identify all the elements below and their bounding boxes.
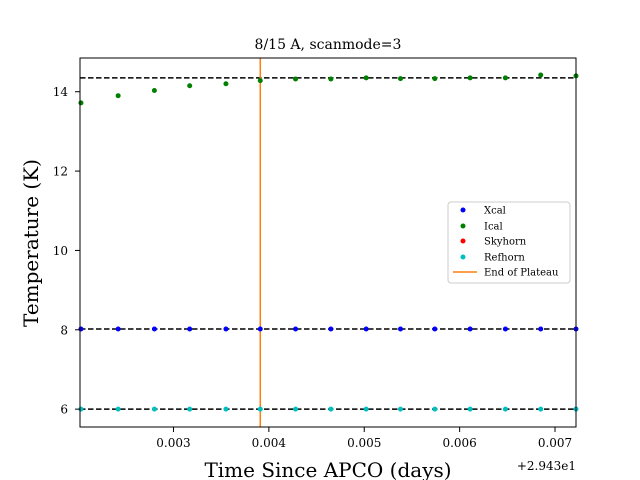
point-refhorn-1 xyxy=(115,406,121,412)
point-refhorn-7 xyxy=(328,406,334,412)
point-xcal-3 xyxy=(187,326,193,332)
point-xcal-2 xyxy=(151,326,157,332)
y-tick-label-4: 14 xyxy=(53,85,69,99)
legend-marker-refhorn xyxy=(460,254,466,260)
y-axis-label: Temperature (K) xyxy=(19,159,43,327)
point-refhorn-9 xyxy=(397,406,403,412)
point-ical-5 xyxy=(257,78,263,84)
legend-marker-ical xyxy=(460,223,466,229)
legend-frame xyxy=(447,201,571,284)
point-ical-10 xyxy=(432,76,438,82)
point-xcal-8 xyxy=(363,326,369,332)
point-ical-11 xyxy=(467,75,473,81)
point-xcal-6 xyxy=(293,326,299,332)
point-refhorn-8 xyxy=(363,406,369,412)
point-refhorn-11 xyxy=(467,406,473,412)
point-ical-6 xyxy=(293,76,299,82)
point-ical-4 xyxy=(223,81,229,87)
point-ical-3 xyxy=(187,83,193,89)
point-xcal-10 xyxy=(432,326,438,332)
point-xcal-5 xyxy=(257,326,263,332)
point-xcal-9 xyxy=(397,326,403,332)
legend-marker-xcal xyxy=(460,207,466,213)
point-xcal-4 xyxy=(223,326,229,332)
reference-lines xyxy=(80,77,576,410)
x-axis-label: Time Since APCO (days) xyxy=(204,458,451,480)
x-tick-label-3: 0.006 xyxy=(442,436,476,450)
point-refhorn-10 xyxy=(432,406,438,412)
point-ical-0 xyxy=(78,100,84,106)
x-tick-label-2: 0.005 xyxy=(347,436,381,450)
point-refhorn-3 xyxy=(187,406,193,412)
point-xcal-11 xyxy=(467,326,473,332)
point-ical-7 xyxy=(328,76,334,82)
point-ical-12 xyxy=(502,75,508,81)
legend-label-skyhorn: Skyhorn xyxy=(484,237,527,248)
legend-label-end-of-plateau: End of Plateau xyxy=(484,268,559,279)
point-ical-1 xyxy=(115,93,121,99)
point-refhorn-2 xyxy=(151,406,157,412)
point-refhorn-6 xyxy=(293,406,299,412)
point-ical-2 xyxy=(151,88,157,94)
point-xcal-1 xyxy=(115,326,121,332)
chart-title: 8/15 A, scanmode=3 xyxy=(255,37,402,53)
point-ical-13 xyxy=(538,72,544,78)
x-axis-offset: +2.943e1 xyxy=(517,459,576,473)
point-refhorn-13 xyxy=(538,406,544,412)
x-axis-ticks: 0.003 0.004 0.005 0.006 0.007 xyxy=(156,427,572,450)
point-refhorn-12 xyxy=(502,406,508,412)
legend-label-refhorn: Refhorn xyxy=(484,253,525,264)
plot-area xyxy=(78,57,579,428)
y-tick-label-2: 10 xyxy=(53,244,68,258)
legend-label-ical: Ical xyxy=(484,222,503,233)
point-ical-9 xyxy=(397,76,403,82)
y-tick-label-0: 6 xyxy=(60,403,68,417)
x-tick-label-0: 0.003 xyxy=(156,436,190,450)
x-tick-label-1: 0.004 xyxy=(252,436,287,450)
plot-frame xyxy=(79,57,577,428)
y-tick-label-3: 12 xyxy=(53,165,68,179)
point-xcal-13 xyxy=(538,326,544,332)
point-xcal-0 xyxy=(78,326,84,332)
y-axis-ticks: 6 8 10 12 14 xyxy=(53,85,80,417)
point-xcal-12 xyxy=(502,326,508,332)
point-xcal-7 xyxy=(328,326,334,332)
x-tick-label-4: 0.007 xyxy=(538,436,572,450)
legend-marker-skyhorn xyxy=(460,238,466,244)
point-refhorn-5 xyxy=(257,406,263,412)
point-ical-8 xyxy=(363,75,369,81)
legend-label-xcal: Xcal xyxy=(484,206,506,217)
legend: Xcal Ical Skyhorn Refhorn End of Plateau xyxy=(447,201,571,284)
y-tick-label-1: 8 xyxy=(60,323,68,337)
point-refhorn-4 xyxy=(223,406,229,412)
